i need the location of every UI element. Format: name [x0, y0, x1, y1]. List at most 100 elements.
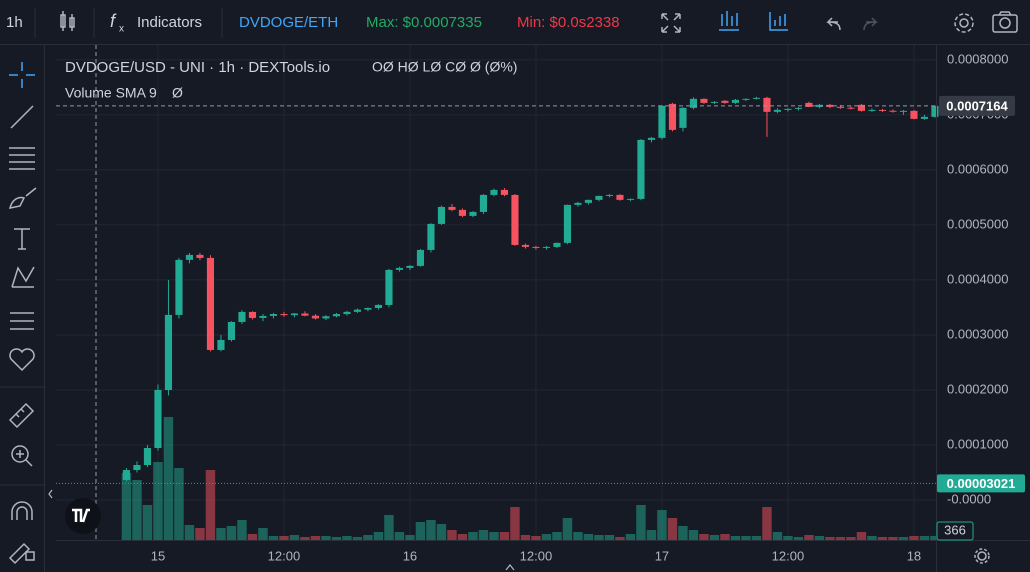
- volume-bar: [919, 536, 930, 540]
- collapse-arrow[interactable]: [48, 489, 53, 499]
- volume-bar: [321, 536, 331, 540]
- legend-volume: Volume SMA 9: [65, 85, 157, 101]
- volume-bar: [258, 528, 268, 540]
- candle-body: [259, 315, 267, 318]
- candle-body: [752, 97, 761, 99]
- axis-settings-button[interactable]: [974, 548, 990, 564]
- pair-button[interactable]: DVDOGE/ETH: [239, 14, 338, 31]
- logo-badge: [65, 498, 101, 534]
- candle-body: [763, 97, 771, 112]
- screenshot-button[interactable]: [992, 11, 1018, 33]
- text-tool[interactable]: [14, 228, 30, 250]
- candle-body: [206, 257, 215, 350]
- indicators-button[interactable]: Indicators: [137, 14, 202, 31]
- candle-body: [605, 194, 614, 196]
- candle-body: [458, 209, 467, 216]
- candle-body: [427, 223, 435, 250]
- x-tick-label: 15: [151, 548, 165, 563]
- measure-tool[interactable]: [8, 402, 35, 429]
- candle-body: [857, 104, 866, 111]
- trendline-tool[interactable]: [10, 105, 34, 129]
- interval-button[interactable]: 1h: [6, 14, 23, 31]
- volume-bar: [310, 536, 321, 540]
- volume-bar: [835, 537, 846, 540]
- volume-bar: [531, 536, 541, 540]
- volume-bar: [142, 505, 153, 540]
- volume-bar: [436, 524, 447, 540]
- candle-body: [437, 206, 446, 224]
- fullscreen-button[interactable]: [661, 13, 681, 33]
- candle-body: [584, 199, 593, 203]
- candle-body: [805, 102, 813, 107]
- volume-bar: [762, 507, 772, 540]
- volume-bar: [300, 537, 310, 540]
- x-tick-label: 18: [907, 548, 921, 563]
- bars-view-button[interactable]: [769, 12, 788, 31]
- volume-bar: [552, 532, 562, 540]
- y-tick-label: 0.0001000: [947, 436, 1008, 451]
- candle-body: [679, 107, 687, 128]
- legend: DVDOGE/USD - UNI · 1h · DEXTools.io OØ H…: [65, 59, 517, 101]
- volume-bar: [646, 530, 657, 540]
- volume-bar: [384, 515, 394, 540]
- candle-body: [700, 98, 708, 103]
- candle-body: [448, 206, 456, 210]
- candle-body: [479, 194, 488, 212]
- volume-bar: [825, 537, 835, 540]
- volume-bar: [457, 534, 468, 540]
- volume-bar: [247, 534, 258, 540]
- volume-bar: [153, 462, 163, 540]
- volume-bar: [804, 535, 814, 540]
- candle-body: [878, 109, 887, 111]
- logo-mark: [72, 508, 90, 523]
- volume-bar: [688, 530, 699, 540]
- volume-bar: [394, 532, 405, 540]
- candle-body: [868, 109, 876, 111]
- crosshair-badge: [939, 95, 1015, 116]
- settings-button[interactable]: [954, 13, 974, 33]
- candle-body: [899, 110, 908, 112]
- volume-bar: [699, 534, 709, 540]
- candle-body: [164, 314, 173, 390]
- plot-area: [56, 45, 940, 540]
- candle-body: [227, 321, 236, 340]
- magnet-tool[interactable]: [11, 501, 33, 520]
- favorites-tool[interactable]: [9, 348, 35, 372]
- candle-body: [542, 246, 551, 248]
- crosshair-tool[interactable]: [9, 62, 35, 88]
- volume-bar: [174, 468, 184, 540]
- candle-body: [395, 267, 404, 270]
- fib-tool[interactable]: [9, 147, 35, 170]
- candle-type-button[interactable]: [60, 11, 75, 31]
- candle-body: [658, 105, 666, 138]
- prediction-tool[interactable]: [10, 312, 34, 330]
- volume-bar: [520, 535, 531, 540]
- y-tick-label: 0.0003000: [947, 326, 1008, 341]
- candle-body: [269, 314, 278, 316]
- candle-body: [910, 110, 918, 119]
- candle-body: [374, 304, 383, 308]
- brush-tool[interactable]: [8, 187, 37, 209]
- scroll-arrow[interactable]: [505, 564, 515, 571]
- candle-body: [668, 103, 677, 130]
- volume-bar: [730, 536, 741, 540]
- candle-body: [143, 448, 152, 466]
- lock-tool[interactable]: [8, 542, 35, 565]
- candle-body: [689, 98, 698, 108]
- volume-badge: [936, 521, 974, 541]
- redo-button[interactable]: [863, 17, 878, 31]
- candles-view-button[interactable]: [719, 11, 739, 31]
- candle-body: [500, 189, 509, 195]
- candle-body: [731, 99, 740, 103]
- volume-bar: [573, 532, 583, 540]
- volume-bar: [667, 518, 678, 540]
- pattern-tool[interactable]: [11, 266, 35, 288]
- volume-bar: [636, 505, 646, 540]
- volume-bar: [205, 470, 216, 540]
- volume-bar: [132, 480, 142, 540]
- candle-body: [332, 314, 341, 317]
- volume-bar: [583, 534, 594, 540]
- y-tick-label: 0.0004000: [947, 271, 1008, 286]
- undo-button[interactable]: [826, 17, 841, 31]
- zoom-tool[interactable]: [11, 445, 33, 467]
